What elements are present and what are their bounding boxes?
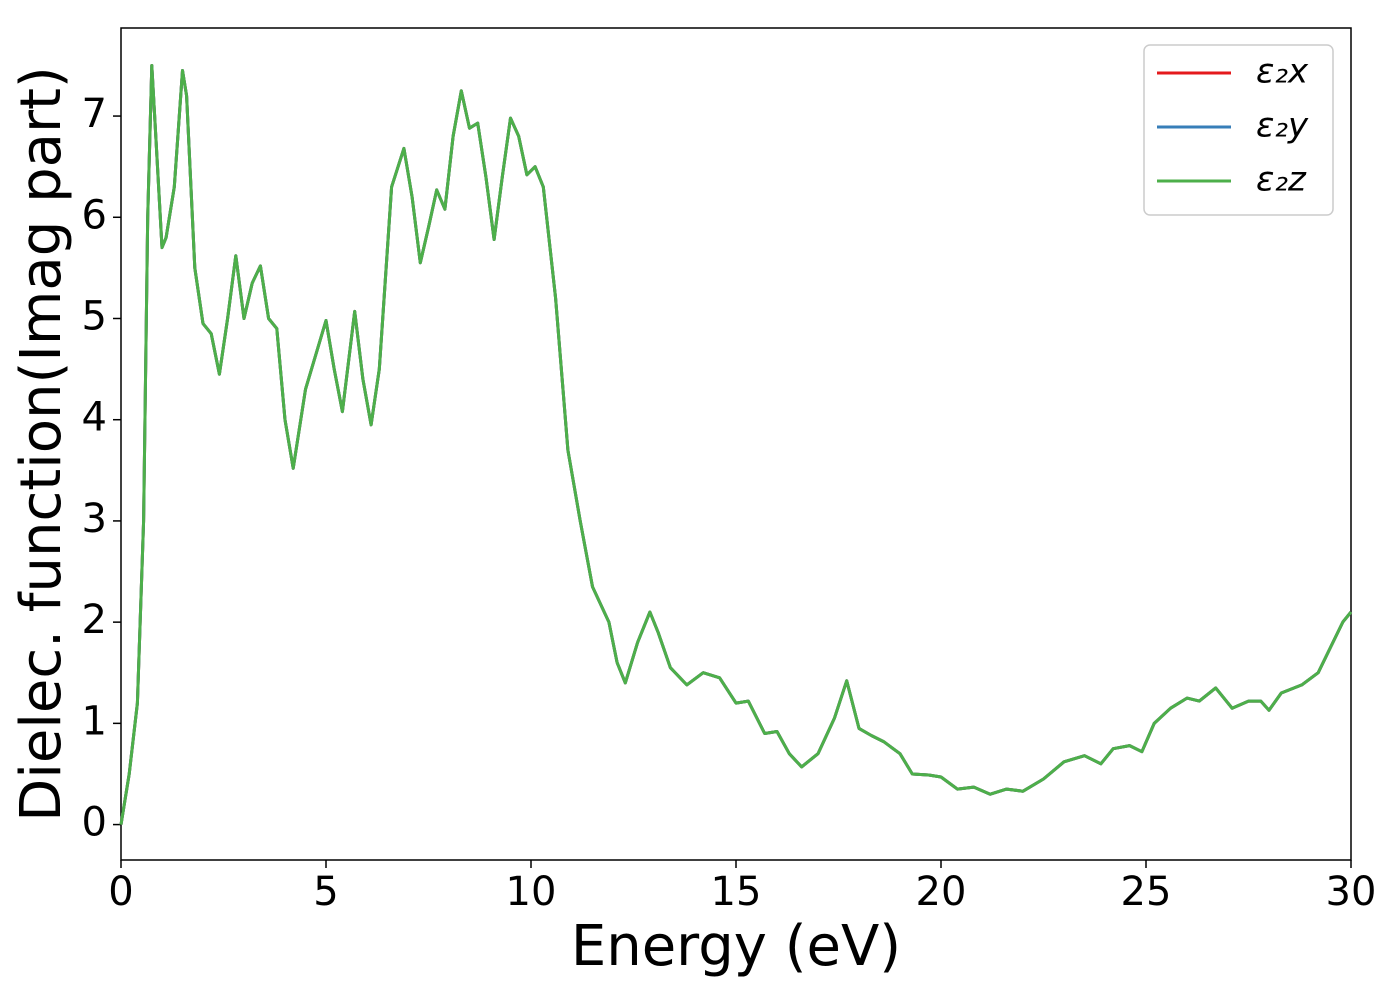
x-tick-label: 25 <box>1121 869 1172 915</box>
legend-label: ε₂z <box>1256 160 1307 200</box>
legend-box <box>1143 44 1334 216</box>
legend-label: ε₂x <box>1256 52 1309 92</box>
y-tick-label: 5 <box>82 293 107 339</box>
y-tick-label: 6 <box>82 192 107 238</box>
y-tick-label: 0 <box>82 800 107 846</box>
y-tick-label: 7 <box>82 91 107 137</box>
series-line <box>119 64 1353 825</box>
x-tick-label: 0 <box>108 869 133 915</box>
x-tick-label: 20 <box>916 869 967 915</box>
x-axis-label: Energy (eV) <box>571 914 901 979</box>
y-axis-label: Dielec. function(Imag part) <box>9 66 74 822</box>
x-tick-label: 30 <box>1326 869 1377 915</box>
x-tick-label: 10 <box>506 869 557 915</box>
y-tick-label: 1 <box>82 698 107 744</box>
y-tick-label: 2 <box>82 597 107 643</box>
legend-label: ε₂y <box>1256 106 1309 146</box>
x-tick-label: 5 <box>313 869 338 915</box>
y-tick-label: 3 <box>82 496 107 542</box>
y-tick-label: 4 <box>82 395 107 441</box>
x-tick-label: 15 <box>711 869 762 915</box>
